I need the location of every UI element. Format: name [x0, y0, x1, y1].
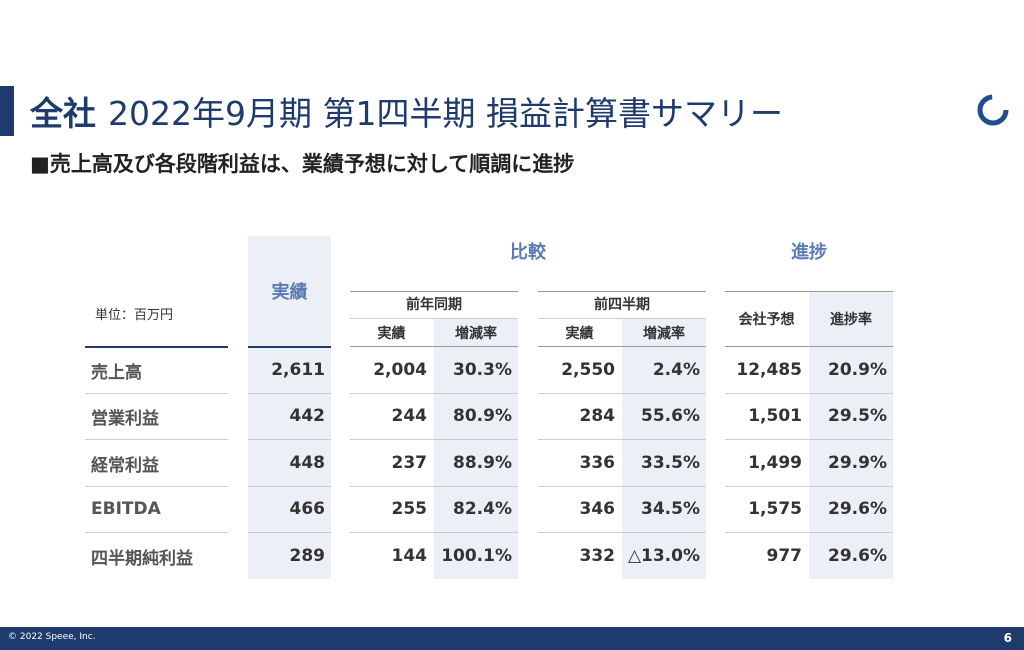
table-cell: 237	[391, 453, 428, 474]
table-cell: 332	[579, 546, 616, 567]
title: 全社 2022年9月期 第1四半期 損益計算書サマリー	[30, 86, 783, 136]
copyright: © 2022 Speee, Inc.	[8, 632, 96, 642]
header-rule	[350, 318, 518, 319]
table-cell: 29.5%	[828, 406, 887, 427]
sub-header: 増減率	[643, 325, 685, 342]
progress-header: 進捗	[791, 242, 827, 263]
row-rule	[538, 439, 706, 440]
sub-header: 進捗率	[830, 312, 872, 328]
table-cell: 466	[289, 499, 326, 520]
table-cell: 100.1%	[441, 546, 512, 567]
column-shade	[809, 291, 893, 579]
prev-quarter-header: 前四半期	[594, 297, 650, 313]
table-cell: 33.5%	[641, 453, 700, 474]
table-cell: 20.9%	[828, 360, 887, 381]
header-rule	[725, 291, 893, 292]
table-cell: 34.5%	[641, 499, 700, 520]
header-rule	[538, 291, 706, 292]
row-rule	[350, 393, 518, 394]
table-cell: 2,004	[373, 360, 427, 381]
table-cell: 255	[391, 499, 428, 520]
row-rule	[85, 439, 228, 440]
table-cell: 284	[579, 406, 616, 427]
table-cell: 1,499	[748, 453, 802, 474]
header-rule	[725, 346, 893, 347]
table-cell: 244	[391, 406, 428, 427]
table-cell: 29.9%	[828, 453, 887, 474]
actual-header: 実績	[271, 282, 308, 303]
header-rule	[85, 346, 228, 348]
row-rule	[85, 486, 228, 487]
table-cell: 448	[289, 453, 326, 474]
table-cell: 346	[579, 499, 616, 520]
page-number: 6	[1003, 631, 1012, 645]
footer: © 2022 Speee, Inc. 6	[0, 627, 1024, 650]
row-rule	[538, 532, 706, 533]
header-rule	[538, 318, 706, 319]
subtitle: ■売上高及び各段階利益は、業績予想に対して順調に進捗	[30, 152, 575, 176]
table-cell: 12,485	[736, 360, 802, 381]
row-rule	[85, 393, 228, 394]
table-cell: 55.6%	[641, 406, 700, 427]
row-label: EBITDA	[91, 499, 161, 520]
table-cell: 82.4%	[453, 499, 512, 520]
table-cell: 977	[766, 546, 803, 567]
row-rule	[350, 532, 518, 533]
table: 単位：百万円 実績 比較 進捗 前年同期 前四半期 実績 増減率 実績 増減率 会社予想 進捗率 売上高…	[85, 236, 893, 579]
row-label: 売上高	[91, 362, 142, 383]
header-rule	[350, 291, 518, 292]
table-cell: 1,501	[748, 406, 802, 427]
row-rule	[248, 486, 331, 487]
row-rule	[350, 439, 518, 440]
row-rule	[85, 532, 228, 533]
sub-header: 会社予想	[738, 312, 795, 328]
table-cell: 289	[289, 546, 326, 567]
sub-header: 実績	[565, 325, 594, 342]
row-rule	[248, 393, 331, 394]
table-cell: 1,575	[748, 499, 802, 520]
column-shade	[622, 318, 706, 579]
table-cell: 2,550	[561, 360, 615, 381]
sub-header: 増減率	[455, 325, 497, 342]
header-rule	[350, 346, 518, 347]
row-rule	[538, 486, 706, 487]
table-cell: 442	[289, 406, 326, 427]
title-bar	[0, 86, 14, 136]
table-cell: 80.9%	[453, 406, 512, 427]
prev-year-header: 前年同期	[406, 297, 462, 313]
title-text: 2022年9月期 第1四半期 損益計算書サマリー	[108, 94, 783, 133]
row-rule	[538, 393, 706, 394]
table-cell: 336	[579, 453, 616, 474]
title-bold: 全社	[30, 94, 96, 133]
table-cell: △13.0%	[627, 546, 700, 567]
compare-header: 比較	[510, 242, 546, 263]
table-cell: 29.6%	[828, 546, 887, 567]
row-rule	[350, 486, 518, 487]
table-cell: 2.4%	[652, 360, 700, 381]
row-rule	[725, 393, 893, 394]
row-label: 営業利益	[91, 408, 159, 429]
header-rule	[248, 346, 331, 348]
row-rule	[248, 532, 331, 533]
unit-label: 単位：百万円	[95, 307, 174, 323]
row-label: 経常利益	[91, 455, 159, 476]
row-rule	[248, 439, 331, 440]
row-rule	[725, 486, 893, 487]
row-label: 四半期純利益	[91, 548, 193, 569]
table-cell: 30.3%	[453, 360, 512, 381]
row-rule	[725, 439, 893, 440]
row-rule	[725, 532, 893, 533]
logo-ring	[977, 94, 1009, 126]
column-shade	[248, 236, 331, 579]
table-cell: 144	[391, 546, 428, 567]
header-rule	[538, 346, 706, 347]
logo	[977, 94, 1009, 126]
table-cell: 2,611	[271, 360, 325, 381]
table-cell: 29.6%	[828, 499, 887, 520]
table-cell: 88.9%	[453, 453, 512, 474]
column-shade	[434, 318, 518, 579]
sub-header: 実績	[377, 325, 406, 342]
